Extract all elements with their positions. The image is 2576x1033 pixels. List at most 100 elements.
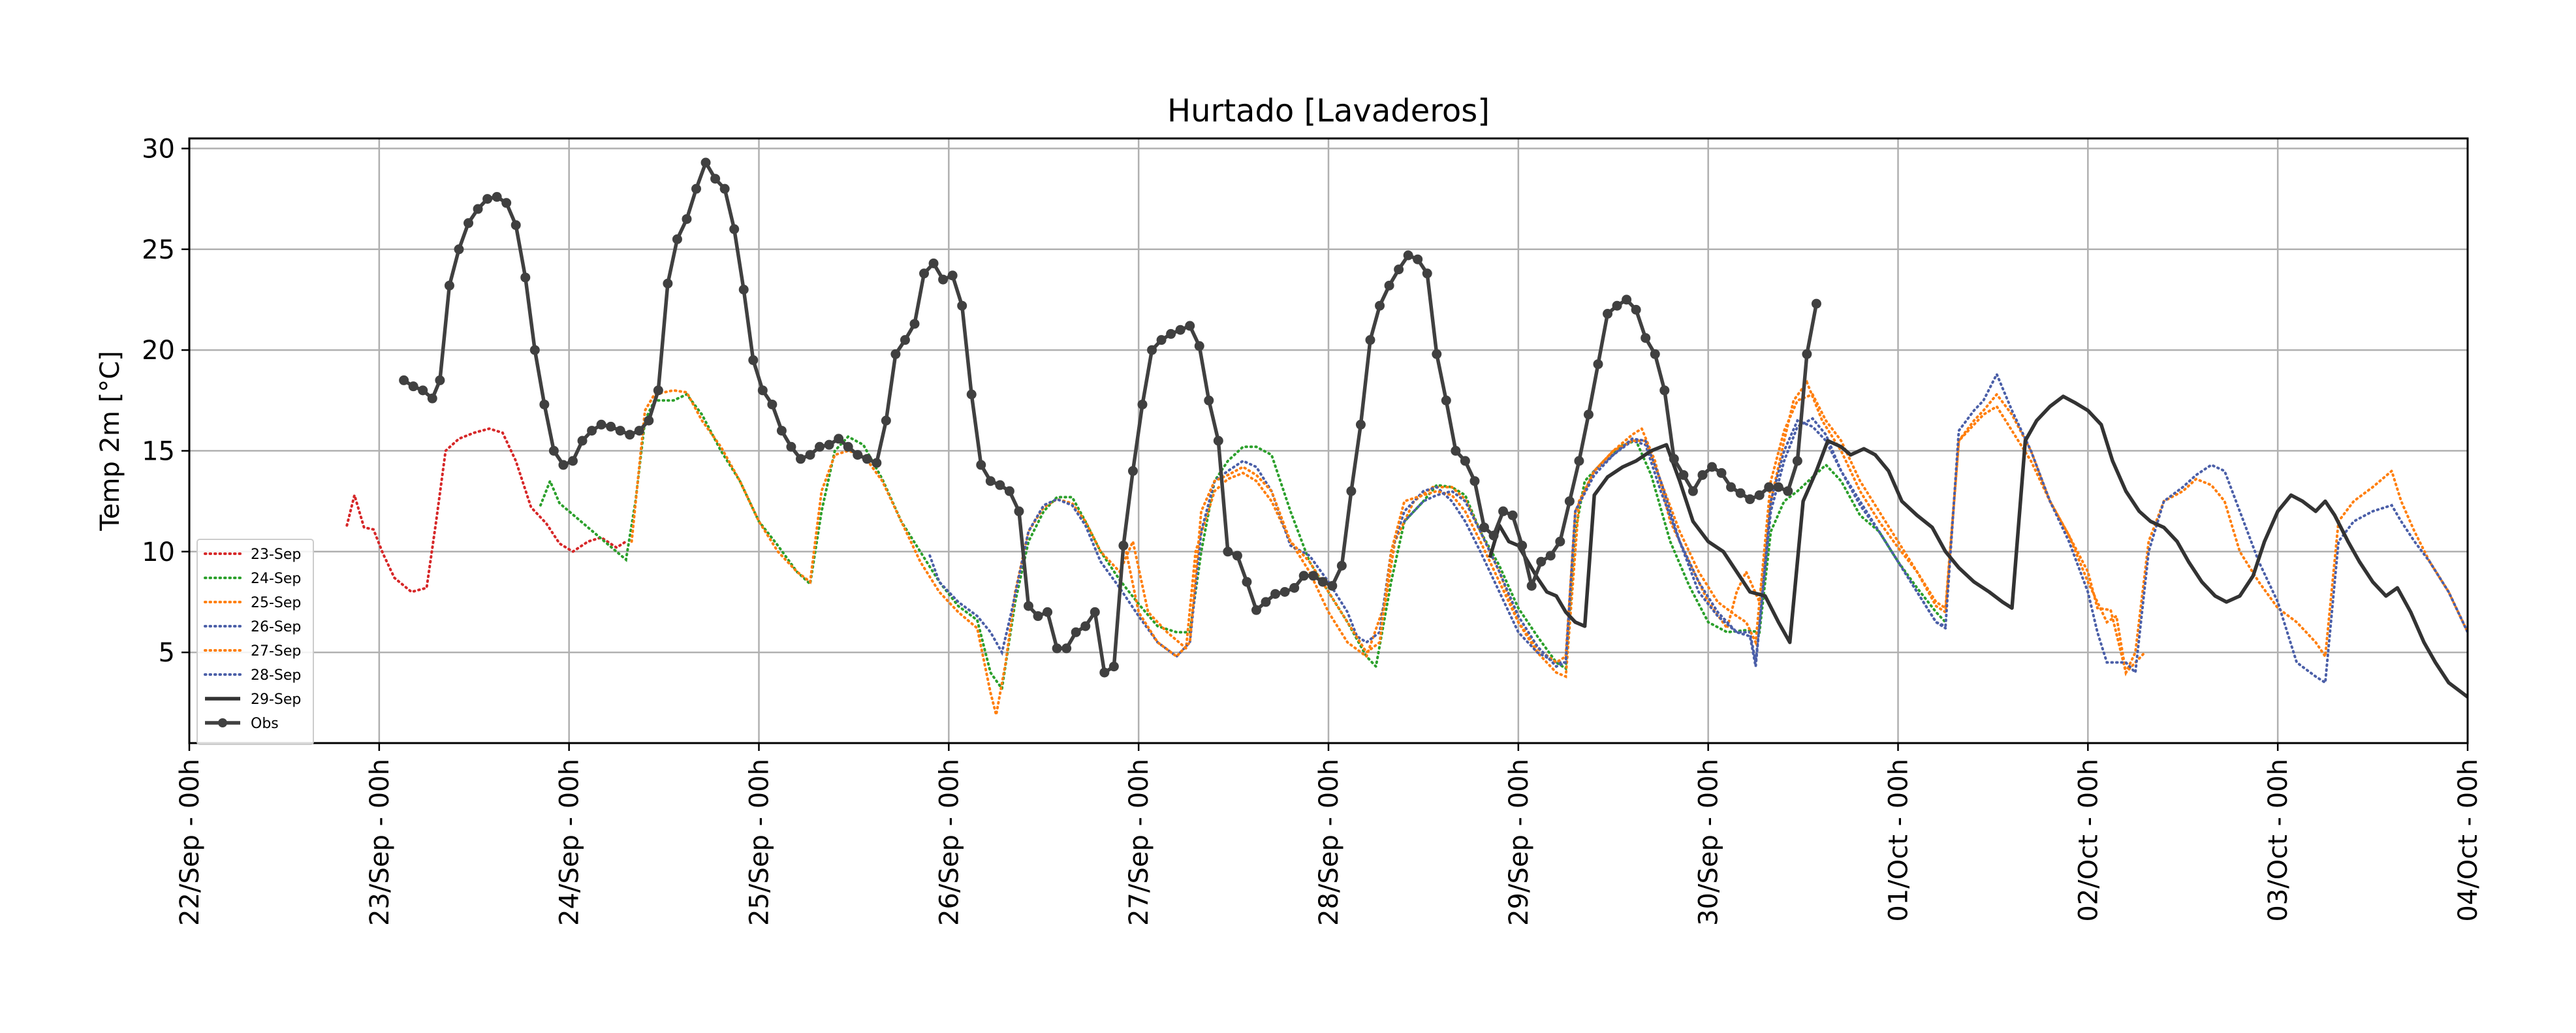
data-point [1175,325,1186,335]
data-point [853,450,863,460]
data-point [1336,560,1347,571]
data-point [748,355,759,366]
data-point [454,244,464,255]
data-point [1384,280,1394,291]
data-point [510,220,521,230]
series-27-sep [1123,392,2146,676]
data-point [1232,550,1242,561]
data-point [463,218,474,229]
data-point [473,204,483,214]
legend-box [196,539,314,745]
data-point [710,174,721,184]
data-point [1451,445,1461,456]
data-point [1394,264,1404,275]
data-point [719,183,730,194]
data-point [976,460,986,470]
legend-label-29-sep: 29-Sep [251,691,301,708]
data-point [1147,345,1157,355]
data-point [1251,605,1261,615]
data-point [1052,643,1062,654]
data-point [1280,587,1290,597]
data-point [834,434,844,444]
x-tick-label: 27/Sep - 00h [1124,759,1154,926]
data-point [653,385,663,396]
data-point [1517,541,1528,551]
x-tick-label: 23/Sep - 00h [365,759,395,926]
data-point [399,375,409,385]
data-point [408,381,418,392]
series-line-27-sep [1123,392,2146,676]
legend-marker [218,718,227,727]
data-point [1469,476,1480,486]
data-point [1071,627,1081,637]
data-point [1526,580,1537,591]
x-tick-label: 26/Sep - 00h [934,759,964,926]
data-point [928,258,939,268]
data-point [672,234,682,244]
data-point [1726,482,1736,492]
series-line-26-sep [928,417,1947,664]
data-point [1298,571,1309,581]
data-point [1716,468,1727,478]
data-point [995,480,1005,490]
x-tick-label: 24/Sep - 00h [555,759,585,926]
x-tick-label: 28/Sep - 00h [1314,759,1344,926]
data-point [1754,490,1765,500]
data-point [1583,409,1594,420]
data-point [587,426,597,436]
data-point [558,460,569,470]
data-point [644,415,654,426]
data-point [1099,667,1110,678]
data-point [1678,469,1689,480]
data-point [1204,395,1214,405]
data-point [1127,466,1138,476]
series-line-23-sep [345,427,627,594]
x-tick-label: 29/Sep - 00h [1504,759,1534,926]
data-point [1403,250,1413,261]
series-24-sep [539,392,1947,692]
data-point [767,399,778,409]
data-point [1432,349,1442,359]
data-point [1004,486,1014,496]
data-point [824,439,834,450]
axis-ticks: 22/Sep - 00h 23/Sep - 00h 24/Sep - 00h 25/S… [142,134,2483,925]
data-point [1603,309,1613,319]
data-point [900,335,910,345]
data-point [539,399,550,409]
data-point [1137,399,1148,409]
grid-lines [188,138,2469,743]
data-point [1641,333,1651,343]
data-point [738,285,749,294]
legend: 23-Sep 24-Sep 25-Sep 26-Sep 27-Sep 28-Sep 29-S… [196,539,314,745]
data-point [843,441,853,452]
data-point [1061,643,1072,654]
data-point [1185,321,1195,331]
data-point [1261,597,1271,607]
data-point [938,274,949,285]
series-line-28-sep [1403,371,2468,685]
data-point [418,385,428,396]
data-point [663,278,673,289]
data-point [1355,419,1366,430]
data-point [1043,607,1053,617]
data-point [1536,556,1547,567]
data-point [1194,341,1204,351]
data-point [1593,359,1603,370]
data-point [1688,486,1698,496]
data-point [1090,607,1100,617]
data-point [957,300,967,311]
data-point [890,349,901,359]
data-point [1118,541,1129,551]
data-point [1166,328,1176,339]
y-tick-label: 30 [142,134,175,164]
series-25-sep [630,379,2468,716]
data-point [1033,611,1043,622]
x-tick-label: 22/Sep - 00h [175,759,205,926]
data-point [1735,488,1746,498]
data-point [1622,294,1632,305]
data-point [1564,496,1575,507]
y-tick-label: 10 [142,537,175,567]
series-line-25-sep [630,379,2468,716]
data-point [1375,300,1385,311]
data-point [1213,436,1223,446]
